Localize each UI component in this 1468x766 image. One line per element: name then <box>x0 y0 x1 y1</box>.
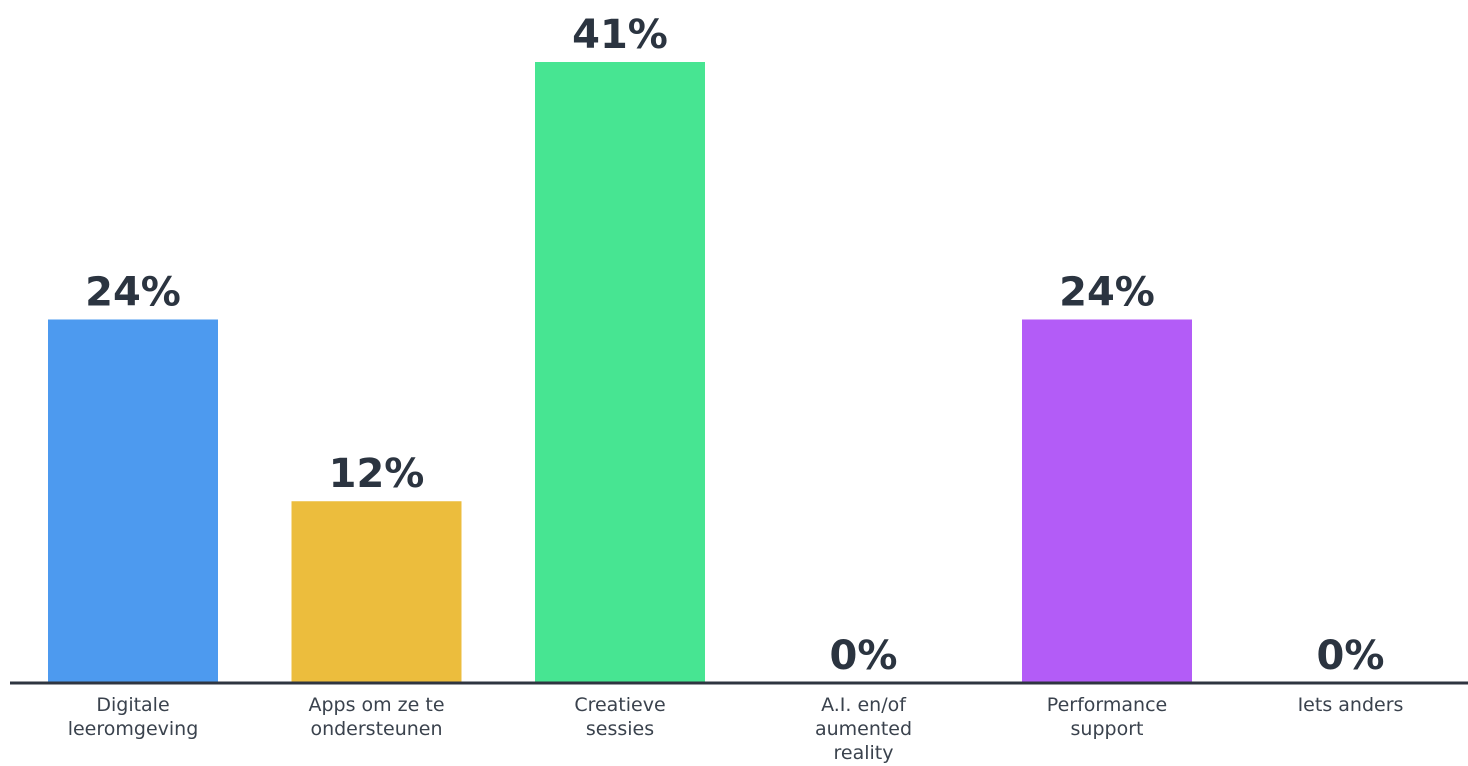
data-label-2: 41% <box>572 12 668 58</box>
bar-2 <box>535 62 705 683</box>
value-labels-layer: 24% 12% 41% 0% 24% 0% <box>85 12 1384 679</box>
category-label-line: Iets anders <box>1298 694 1404 716</box>
category-label-line: Performance <box>1047 694 1167 716</box>
category-label-line: A.I. en/of <box>821 694 907 716</box>
category-label-line: reality <box>834 742 894 764</box>
data-label-4: 24% <box>1059 269 1155 315</box>
bar-1 <box>291 501 462 683</box>
category-label-line: sessies <box>586 718 654 740</box>
data-label-3: 0% <box>830 633 898 679</box>
category-labels-layer: Digitale leeromgeving Apps om ze te onderst… <box>68 694 1404 764</box>
category-label-line: ondersteunen <box>310 718 442 740</box>
category-label-line: Creatieve <box>574 694 665 716</box>
category-label-5: Iets anders <box>1298 694 1404 716</box>
data-label-5: 0% <box>1317 633 1385 679</box>
category-label-line: leeromgeving <box>68 718 199 740</box>
category-label-3: A.I. en/of aumented reality <box>815 694 912 764</box>
category-label-0: Digitale leeromgeving <box>68 694 199 740</box>
category-label-4: Performance support <box>1047 694 1167 740</box>
data-label-0: 24% <box>85 269 181 315</box>
category-label-line: Apps om ze te <box>308 694 444 716</box>
category-label-line: aumented <box>815 718 912 740</box>
bar-4 <box>1022 319 1192 683</box>
data-label-1: 12% <box>329 451 425 497</box>
category-label-line: support <box>1071 718 1144 740</box>
category-label-2: Creatieve sessies <box>574 694 665 740</box>
category-label-line: Digitale <box>96 694 169 716</box>
category-label-1: Apps om ze te ondersteunen <box>308 694 444 740</box>
bars-layer <box>48 62 1192 683</box>
bar-0 <box>48 319 218 683</box>
